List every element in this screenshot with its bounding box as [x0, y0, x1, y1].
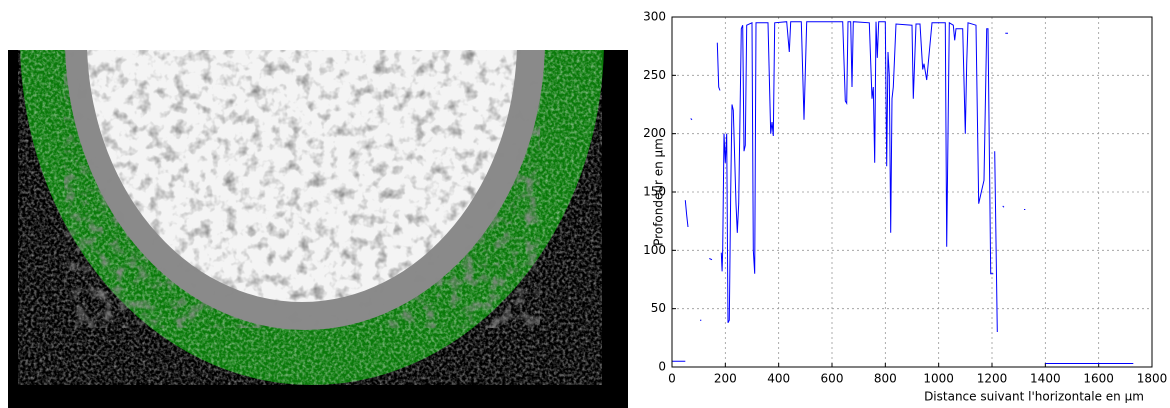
x-tick-label: 600	[821, 372, 844, 386]
y-tick-label: 0	[658, 360, 666, 374]
data-line	[672, 21, 1134, 364]
plot-frame	[671, 16, 1153, 368]
y-tick-label: 150	[643, 185, 666, 199]
x-tick-label: 400	[767, 372, 790, 386]
x-tick-label: 0	[668, 372, 676, 386]
y-axis-label: Profondeur en µm	[652, 138, 666, 246]
x-tick-label: 1200	[977, 372, 1008, 386]
y-tick-label: 100	[643, 243, 666, 257]
y-tick-label: 250	[643, 68, 666, 82]
y-tick-label: 200	[643, 126, 666, 140]
x-tick-label: 800	[874, 372, 897, 386]
x-tick-label: 1400	[1030, 372, 1061, 386]
x-tick-label: 1600	[1083, 372, 1114, 386]
y-tick-label: 300	[643, 10, 666, 24]
x-tick-label: 1800	[1137, 372, 1168, 386]
x-axis-label: Distance suivant l'horizontale en µm	[924, 390, 1144, 404]
x-tick-label: 1000	[923, 372, 954, 386]
chart: Distance suivant l'horizontale en µm Pro…	[643, 10, 1167, 404]
y-tick-label: 50	[651, 301, 666, 315]
x-tick-label: 200	[714, 372, 737, 386]
micrograph	[8, 50, 628, 408]
